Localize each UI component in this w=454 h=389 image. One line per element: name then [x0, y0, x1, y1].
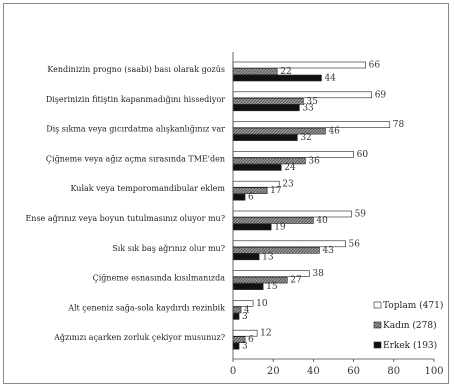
- data-label: 3: [242, 342, 248, 352]
- bar-erkek: [232, 164, 282, 171]
- category-label: Çiğneme esnasında kısılmanızda: [93, 274, 226, 283]
- legend: Toplam (471) Kadın (278) Erkek (193): [373, 300, 443, 351]
- legend-swatch: [373, 341, 382, 349]
- bar-kadin: [232, 247, 320, 254]
- bar-erkek: [232, 342, 240, 350]
- legend-label: Erkek (193): [383, 340, 437, 351]
- bar-erkek: [232, 283, 264, 290]
- bar-toplam: [232, 210, 352, 218]
- category-label: Çiğneme veya ağız açma sırasında TME'den: [46, 154, 225, 163]
- data-label: 10: [256, 299, 268, 309]
- data-label: 15: [266, 282, 278, 292]
- data-label: 27: [290, 276, 302, 286]
- horizontal-bar-chart: 6622446935337846326036242317659401956431…: [25, 52, 444, 377]
- bar-toplam: [232, 61, 366, 69]
- data-label: 32: [300, 133, 311, 143]
- bar-erkek: [232, 104, 300, 112]
- category-label: Sık sık baş ağrınız olur mu?: [112, 244, 225, 253]
- bar-erkek: [232, 134, 298, 141]
- bar-erkek: [232, 74, 322, 82]
- data-label: 22: [280, 67, 291, 77]
- bar-kadin: [232, 276, 288, 284]
- data-label: 46: [328, 127, 340, 137]
- bar-erkek: [232, 313, 240, 320]
- data-label: 36: [308, 156, 320, 166]
- legend-label: Toplam (471): [383, 300, 443, 311]
- bar-toplam: [232, 91, 372, 99]
- category-label: Dişerinizin fitiştin kapanmadığını hisse…: [46, 95, 225, 104]
- x-tick-label: 40: [307, 366, 320, 377]
- data-label: 24: [284, 163, 296, 173]
- bar-kadin: [232, 306, 242, 314]
- bar-kadin: [232, 68, 278, 75]
- category-label: Kendinizin progno (saabi) bası olarak go…: [47, 65, 225, 74]
- data-label: 66: [369, 61, 381, 71]
- category-labels: Kendinizin progno (saabi) bası olarak go…: [25, 65, 225, 342]
- chart-frame: 66 22 44 69 35 33 78 46 32 60 36 24 23 17 6 59 40 19 56 43 1…: [3, 3, 449, 384]
- bar-toplam: [232, 151, 354, 158]
- data-label: 23: [282, 180, 294, 190]
- data-label: 12: [260, 329, 271, 339]
- x-axis: 0 20 40 60 80 100: [230, 52, 444, 377]
- data-label: 6: [248, 193, 254, 203]
- category-label: Ense ağrınız veya boyun tutulmasınız olu…: [25, 214, 225, 223]
- x-tick-label: 0: [230, 366, 236, 377]
- legend-swatch: [373, 301, 382, 309]
- data-label: 3: [242, 312, 248, 322]
- data-label: 59: [355, 210, 367, 220]
- data-label: 4: [244, 305, 250, 315]
- data-label: 17: [270, 186, 282, 196]
- legend-swatch: [373, 321, 382, 329]
- category-label: Ağzınızı açarken zorluk çekiyor musunuz?: [53, 333, 225, 342]
- bar-erkek: [232, 223, 272, 231]
- x-tick-label: 80: [387, 366, 400, 377]
- data-label: 35: [306, 97, 318, 107]
- bar-toplam: [232, 121, 391, 128]
- bar-kadin: [232, 98, 304, 105]
- data-label: 69: [375, 90, 387, 100]
- data-label: 33: [302, 103, 314, 113]
- legend-label: Kadın (278): [383, 320, 437, 331]
- data-label: 13: [262, 252, 274, 262]
- bar-erkek: [232, 253, 260, 261]
- data-label: 78: [393, 120, 405, 130]
- bar-kadin: [232, 217, 314, 224]
- data-label: 56: [349, 239, 361, 249]
- x-tick-label: 100: [424, 366, 443, 377]
- x-tick-label: 60: [347, 366, 360, 377]
- data-label: 38: [312, 269, 324, 279]
- data-label: 44: [324, 74, 336, 84]
- bar-erkek: [232, 193, 246, 201]
- data-label: 40: [316, 216, 328, 226]
- category-label: Kulak veya temporomandibular eklem: [71, 184, 226, 193]
- data-label: 6: [248, 335, 254, 345]
- category-label: Alt çeneniz sağa-sola kaydırdı rezinbik: [67, 303, 225, 312]
- category-label: Diş sıkma veya gıcırdatma alışkanlığınız…: [46, 125, 225, 134]
- data-label: 19: [274, 223, 286, 233]
- data-label: 43: [322, 246, 334, 256]
- x-tick-label: 20: [267, 366, 280, 377]
- data-label: 60: [357, 150, 369, 160]
